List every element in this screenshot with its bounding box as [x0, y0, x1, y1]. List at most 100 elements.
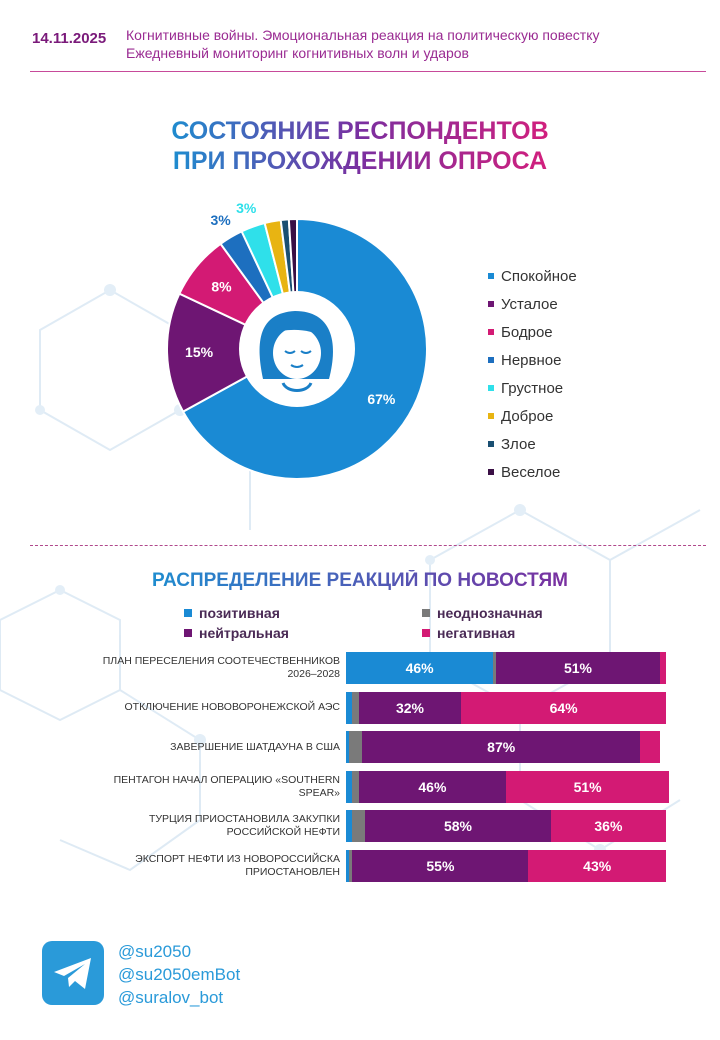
bar-segment [640, 731, 660, 763]
bars-title: РАСПРЕДЕЛЕНИЕ РЕАКЦИЙ ПО НОВОСТЯМ [0, 570, 720, 592]
bar-segment [346, 691, 353, 724]
handle-link[interactable]: @su2050emBot [118, 965, 241, 984]
bar-segment [461, 691, 666, 724]
face-icon [259, 311, 333, 392]
bar-category-line: ПЛАН ПЕРЕСЕЛЕНИЯ СООТЕЧЕСТВЕННИКОВ [102, 655, 340, 667]
legend-swatch [488, 329, 494, 335]
bar-category-label: ЗАВЕРШЕНИЕ ШАТДАУНА В США [60, 741, 340, 754]
bar-segment [496, 652, 660, 684]
bar-segment [352, 691, 359, 724]
bar-data-label: 87% [487, 739, 516, 755]
bar-segment [506, 770, 670, 803]
bar-data-label: 46% [405, 660, 434, 676]
legend-label: Доброе [501, 407, 554, 425]
legend-label: Бодрое [501, 323, 553, 341]
pie-legend-item: Нервное [488, 346, 577, 374]
bar-data-label: 43% [583, 857, 612, 874]
pie-title-line-1: СОСТОЯНИЕ РЕСПОНДЕНТОВ [171, 117, 549, 145]
pie-legend-item: Грустное [488, 374, 577, 402]
bar-row: 46% 51% [346, 770, 670, 803]
bar-category-label: ОТКЛЮЧЕНИЕ НОВОВОРОНЕЖСКОЙ АЭС [60, 701, 340, 714]
header-line-1: Когнитивные войны. Эмоциональная реакция… [126, 27, 600, 43]
bar-category-label: ПЛАН ПЕРЕСЕЛЕНИЯ СООТЕЧЕСТВЕННИКОВ 2026–2… [60, 655, 340, 681]
bar-category-label: ЭКСПОРТ НЕФТИ ИЗ НОВОРОССИЙСКА ПРИОСТАНОВ… [60, 853, 340, 879]
bar-category-line: ПЕНТАГОН НАЧАЛ ОПЕРАЦИЮ «SOUTHERN [113, 773, 340, 786]
bar-legend-item: неоднозначная [422, 605, 543, 621]
bar-category-line: 2026–2028 [287, 668, 340, 680]
bar-segment [349, 731, 362, 763]
bar-row: 55% 43% [346, 849, 666, 882]
legend-label: Грустное [501, 379, 564, 397]
bar-category-line: ОТКЛЮЧЕНИЕ НОВОВОРОНЕЖСКОЙ АЭС [124, 701, 340, 713]
legend-swatch [488, 413, 494, 419]
section-divider [30, 545, 706, 546]
bar-data-label: 51% [563, 660, 592, 676]
pie-title: СОСТОЯНИЕ РЕСПОНДЕНТОВ ПРИ ПРОХОЖДЕНИИ О… [0, 116, 720, 176]
legend-swatch [488, 469, 494, 475]
bar-row: 58% 36% [346, 810, 666, 842]
bar-segment [346, 810, 353, 842]
pie-legend-item: Веселое [488, 458, 577, 486]
bar-segment [346, 731, 350, 763]
bar-segment [346, 770, 353, 803]
bar-data-label: 51% [573, 778, 602, 795]
pie-data-label: 67% [367, 391, 396, 407]
legend-swatch [488, 385, 494, 391]
bar-legend-item: негативная [422, 625, 515, 641]
bar-data-label: 32% [395, 699, 424, 716]
legend-swatch [488, 441, 494, 447]
header-line-2: Ежедневный мониторинг когнитивных волн и… [126, 45, 469, 61]
legend-label: Спокойное [501, 267, 577, 285]
bar-segment [528, 849, 666, 882]
legend-label: Усталое [501, 295, 558, 313]
legend-label: неоднозначная [437, 605, 543, 621]
bar-segment [352, 770, 359, 803]
legend-swatch [184, 629, 192, 637]
pie-legend-item: Бодрое [488, 318, 577, 346]
header-subtitle: Когнитивные войны. Эмоциональная реакция… [126, 26, 599, 62]
bar-segment [346, 849, 350, 882]
pie-title-line-2: ПРИ ПРОХОЖДЕНИИ ОПРОСА [172, 147, 548, 175]
bar-category-line: ЭКСПОРТ НЕФТИ ИЗ НОВОРОССИЙСКА [135, 852, 340, 865]
pie-legend-item: Усталое [488, 290, 577, 318]
bar-data-label: 55% [426, 857, 455, 874]
bar-segment [352, 849, 529, 882]
handle-link[interactable]: @suralov_bot [118, 988, 224, 1007]
legend-label: Нервное [501, 351, 562, 369]
telegram-icon[interactable] [42, 941, 104, 1005]
legend-swatch [488, 301, 494, 307]
bar-segment [358, 691, 462, 724]
bar-category-line: ЗАВЕРШЕНИЕ ШАТДАУНА В США [170, 740, 340, 753]
bar-data-label: 36% [594, 818, 623, 834]
bar-segment [362, 731, 641, 763]
handle-link[interactable]: @su2050 [118, 942, 192, 961]
legend-swatch [488, 357, 494, 363]
bar-row: 32% 64% [346, 691, 666, 724]
pie-data-label: 15% [185, 344, 214, 360]
header-date: 14.11.2025 [32, 30, 107, 47]
bar-segment [493, 652, 497, 684]
bar-segment [349, 849, 353, 882]
legend-swatch [422, 609, 430, 617]
pie-legend: Спокойное Усталое Бодрое Нервное Грустное Доб… [488, 262, 577, 486]
pie-legend-item: Спокойное [488, 262, 577, 290]
bar-legend-item: позитивная [184, 605, 280, 621]
bar-category-label: ТУРЦИЯ ПРИОСТАНОВИЛА ЗАКУПКИ РОССИЙСКОЙ Н… [60, 813, 340, 839]
pie-data-label: 3% [236, 200, 257, 216]
legend-swatch [422, 629, 430, 637]
bar-category-line: РОССИЙСКОЙ НЕФТИ [226, 826, 340, 838]
bar-segment [346, 652, 494, 684]
pie-slice [166, 292, 300, 413]
bar-segment [358, 770, 506, 803]
pie-data-label: 8% [211, 279, 232, 295]
bar-category-line: SPEAR» [298, 786, 340, 799]
bar-legend-item: нейтральная [184, 625, 289, 641]
pie-chart: 67% 15% 8% 3%3% [166, 200, 428, 480]
bar-category-line: ПРИОСТАНОВЛЕН [245, 865, 340, 878]
legend-swatch [184, 609, 192, 617]
legend-label: Веселое [501, 463, 561, 481]
pie-legend-item: Доброе [488, 402, 577, 430]
bar-segment [550, 810, 666, 842]
legend-label: позитивная [199, 605, 280, 621]
bar-data-label: 64% [549, 699, 578, 716]
